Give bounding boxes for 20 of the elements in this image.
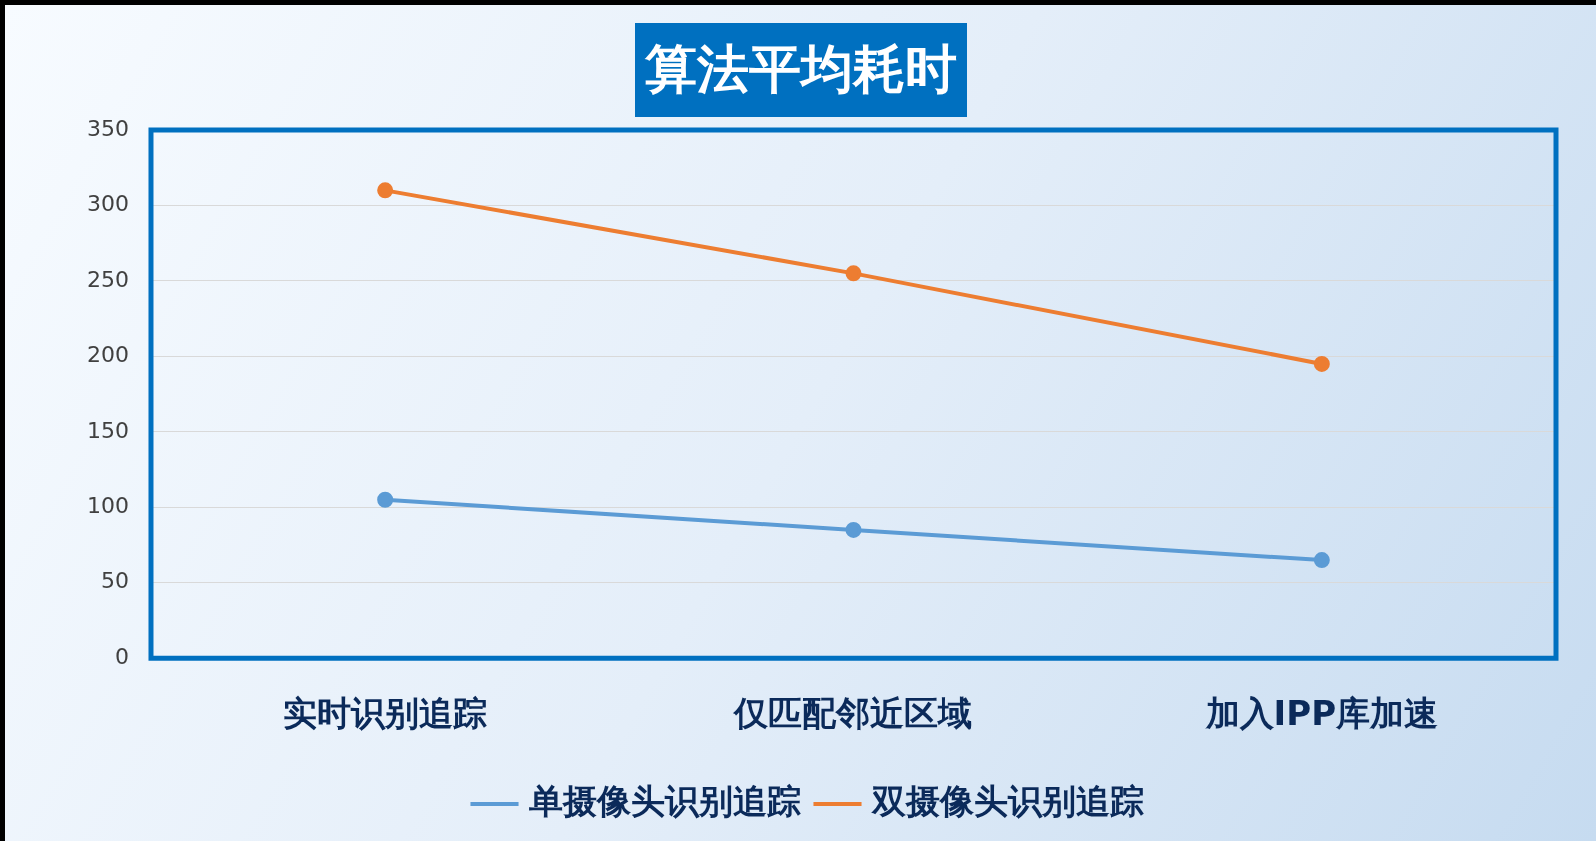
y-tick-label: 250: [86, 266, 129, 292]
y-tick-label: 50: [100, 568, 129, 594]
x-tick-label: 加入IPP库加速: [1204, 693, 1439, 734]
y-tick-label: 0: [114, 643, 129, 669]
y-tick-label: 150: [86, 417, 129, 443]
point: [1313, 552, 1330, 569]
y-tick-label: 100: [86, 493, 129, 518]
point: [377, 182, 394, 199]
point: [1313, 355, 1330, 372]
x-tick-label: 实时识别追踪: [283, 693, 488, 734]
point: [377, 491, 394, 508]
point: [845, 265, 862, 282]
legend-label: 单摄像头识别追踪: [527, 780, 801, 821]
y-tick-label: 350: [86, 115, 129, 141]
point: [845, 521, 862, 538]
y-tick-label: 200: [86, 342, 129, 368]
y-tick-label: 300: [86, 191, 129, 217]
chart-title: 算法平均耗时: [634, 23, 967, 117]
x-tick-label: 仅匹配邻近区域: [732, 693, 973, 734]
legend-label: 双摄像头识别追踪: [870, 780, 1144, 821]
